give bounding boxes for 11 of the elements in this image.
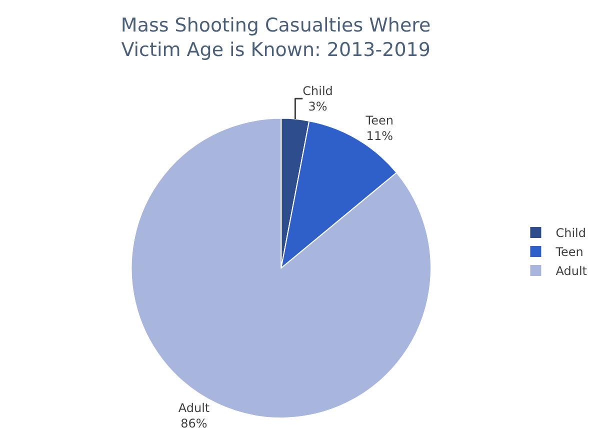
data-label: 3%	[308, 99, 328, 114]
slice-label: Child	[302, 84, 333, 98]
legend-label: Teen	[554, 245, 584, 260]
data-label: 11%	[366, 129, 393, 144]
legend-label: Child	[556, 226, 586, 240]
data-label: 86%	[180, 416, 208, 431]
chart-title: Mass Shooting Casualties Where Victim Age is Known: 2013-2019	[120, 14, 431, 62]
slice-label: Adult	[178, 401, 210, 416]
slice-label: Teen	[364, 113, 394, 128]
pie-slice	[130, 118, 432, 418]
legend-label: Adult	[556, 264, 588, 278]
